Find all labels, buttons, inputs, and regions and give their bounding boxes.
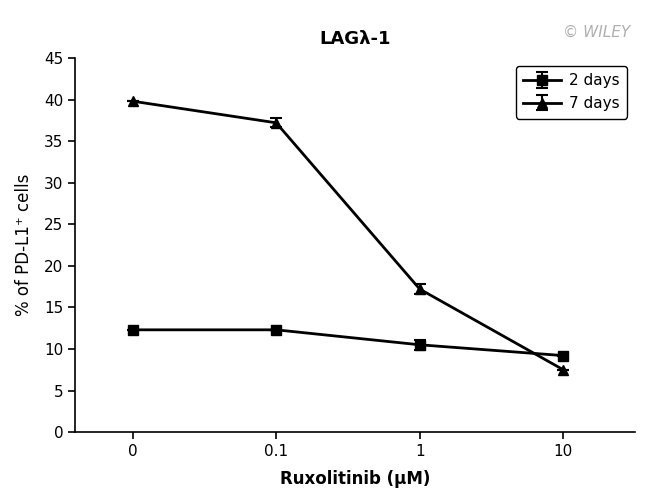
Title: LAGλ-1: LAGλ-1 xyxy=(319,30,391,48)
Legend: 2 days, 7 days: 2 days, 7 days xyxy=(515,65,627,119)
Text: © WILEY: © WILEY xyxy=(564,25,630,40)
Y-axis label: % of PD-L1⁺ cells: % of PD-L1⁺ cells xyxy=(15,174,33,316)
X-axis label: Ruxolitinib (μM): Ruxolitinib (μM) xyxy=(280,470,430,488)
